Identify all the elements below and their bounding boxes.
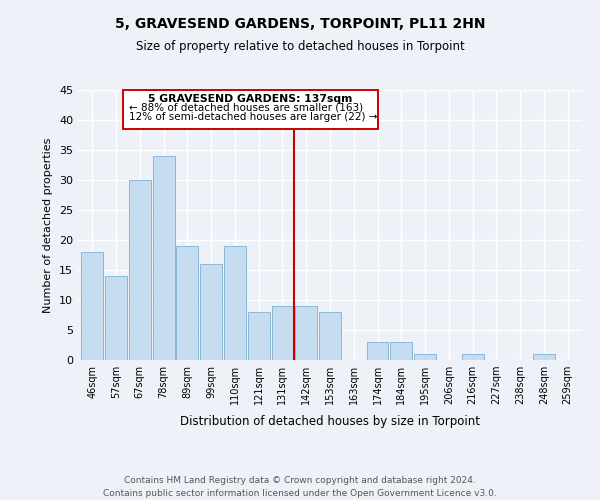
Bar [319,312,341,360]
Bar [533,354,555,360]
Bar [248,312,269,360]
Text: 5 GRAVESEND GARDENS: 137sqm: 5 GRAVESEND GARDENS: 137sqm [148,94,353,104]
Text: Contains HM Land Registry data © Crown copyright and database right 2024.: Contains HM Land Registry data © Crown c… [124,476,476,485]
Bar [129,180,151,360]
Bar [367,342,388,360]
Bar [224,246,246,360]
FancyBboxPatch shape [123,90,377,129]
Text: 5, GRAVESEND GARDENS, TORPOINT, PL11 2HN: 5, GRAVESEND GARDENS, TORPOINT, PL11 2HN [115,18,485,32]
X-axis label: Distribution of detached houses by size in Torpoint: Distribution of detached houses by size … [180,416,480,428]
Bar [82,252,103,360]
Bar [462,354,484,360]
Text: Size of property relative to detached houses in Torpoint: Size of property relative to detached ho… [136,40,464,53]
Bar [272,306,293,360]
Text: Contains public sector information licensed under the Open Government Licence v3: Contains public sector information licen… [103,489,497,498]
Bar [200,264,222,360]
Bar [152,156,175,360]
Bar [105,276,127,360]
Bar [391,342,412,360]
Text: 12% of semi-detached houses are larger (22) →: 12% of semi-detached houses are larger (… [129,112,377,122]
Y-axis label: Number of detached properties: Number of detached properties [43,138,53,312]
Bar [295,306,317,360]
Bar [176,246,198,360]
Text: ← 88% of detached houses are smaller (163): ← 88% of detached houses are smaller (16… [129,102,363,113]
Bar [414,354,436,360]
